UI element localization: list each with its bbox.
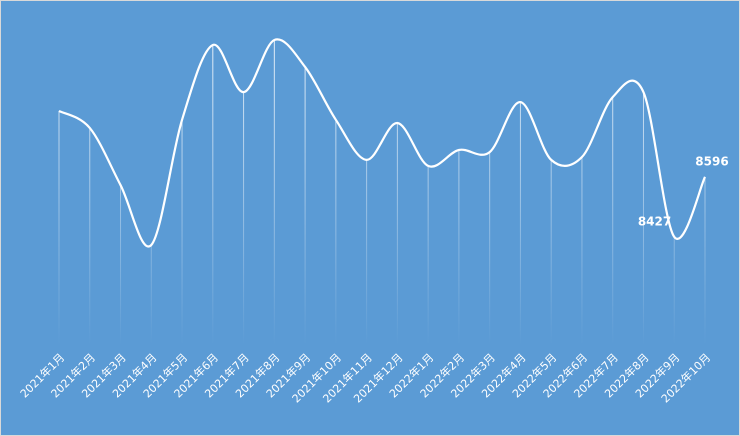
data-label: 8427 — [638, 214, 671, 228]
line-series — [58, 38, 707, 248]
data-label: 8596 — [695, 154, 728, 168]
